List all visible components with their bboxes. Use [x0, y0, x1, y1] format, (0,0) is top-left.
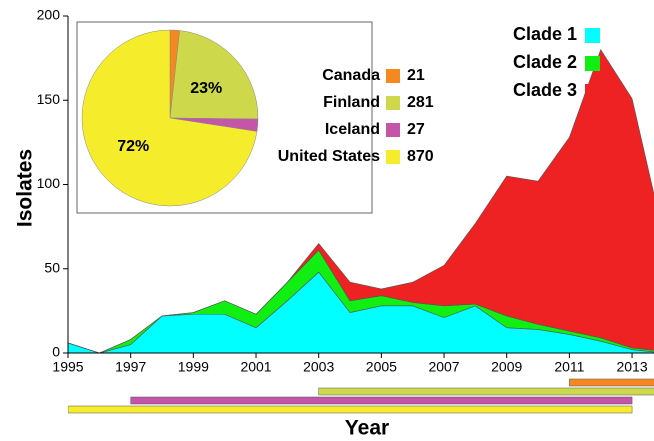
pie-share-label: 72%: [117, 138, 149, 155]
pie-legend-label: Iceland: [325, 121, 380, 138]
pie-legend-swatch: [386, 123, 400, 137]
legend-swatch: [585, 84, 600, 99]
pie-legend-value: 27: [407, 121, 425, 138]
y-tick-label: 150: [37, 91, 61, 107]
pie-legend-label: Finland: [323, 94, 380, 111]
x-axis-label: Year: [345, 417, 389, 440]
legend-label: Clade 3: [513, 80, 577, 100]
x-tick-label: 2009: [491, 359, 522, 375]
y-tick-label: 200: [37, 7, 61, 23]
pie-legend-label: United States: [278, 148, 380, 165]
x-tick-label: 2007: [428, 359, 459, 375]
x-tick-label: 2003: [303, 359, 334, 375]
pie-legend-value: 281: [407, 94, 434, 111]
period-layer: [68, 378, 654, 414]
pie-slice: [81, 29, 258, 207]
pie-legend-value: 21: [407, 67, 425, 84]
pie-legend-label: Canada: [322, 67, 380, 84]
area: [68, 49, 654, 354]
pie-legend-swatch: [386, 150, 400, 164]
x-tick-label: 2013: [616, 359, 647, 375]
top-layer: 0 50 100 150 200 1995 1997 1999 2001 2003 2005 2007…: [14, 7, 654, 440]
x-tick-label: 2005: [366, 359, 397, 375]
pie-legend-swatch: [386, 96, 400, 110]
pie-share-label: 23%: [190, 80, 222, 97]
y-tick-label: 50: [44, 259, 60, 275]
area-layer: [68, 49, 654, 354]
legend-label: Clade 1: [513, 24, 577, 44]
sampling-period: [569, 378, 654, 387]
y-axis-label: Isolates: [14, 149, 37, 227]
sampling-period: [68, 405, 633, 414]
pie-legend-swatch: [386, 69, 400, 83]
pie-slice: [169, 30, 259, 120]
x-tick-label: 2011: [554, 359, 584, 375]
y-tick-label: 100: [37, 175, 61, 191]
x-tick-label: 1997: [115, 359, 146, 375]
x-tick-label: 1995: [52, 359, 83, 375]
y-tick-label: 0: [52, 344, 60, 360]
x-tick-label: 1999: [178, 359, 209, 375]
sampling-period: [318, 387, 654, 396]
legend-swatch: [585, 56, 600, 71]
pie-legend-value: 870: [407, 148, 434, 165]
sampling-period: [130, 396, 633, 405]
legend-swatch: [585, 28, 600, 43]
legend-label: Clade 2: [513, 52, 577, 72]
x-tick-label: 2001: [240, 359, 271, 375]
